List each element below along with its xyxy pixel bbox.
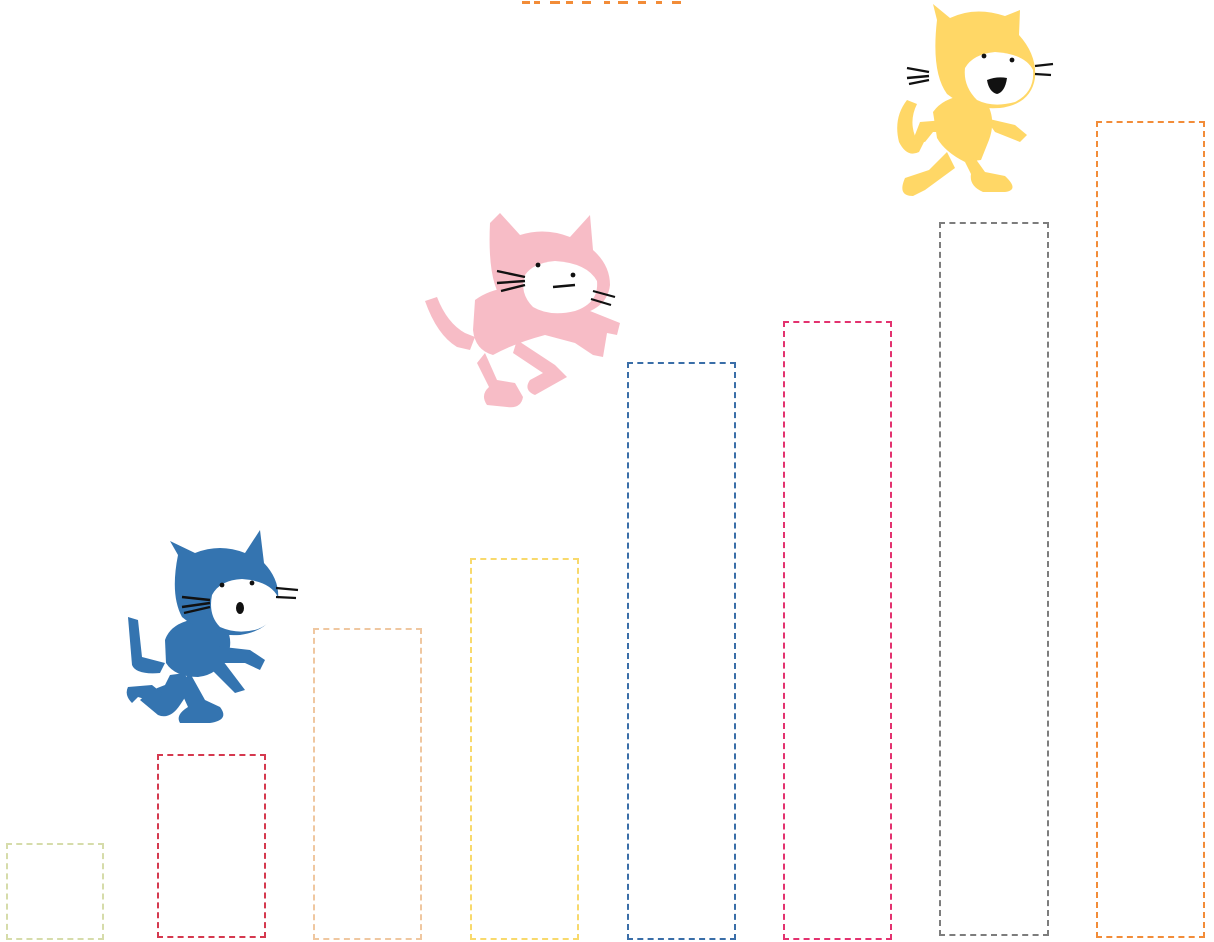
step-2 [157,754,266,938]
step-3 [313,628,422,940]
blue-cat-icon [126,530,299,723]
step-7 [939,222,1049,936]
cropped-heading [520,0,700,4]
yellow-cat-icon [897,4,1054,196]
step-6 [783,321,892,940]
step-4 [470,558,579,940]
step-1 [6,843,104,940]
step-5 [627,362,736,940]
pink-cat-icon [425,213,620,408]
step-8 [1096,121,1205,938]
